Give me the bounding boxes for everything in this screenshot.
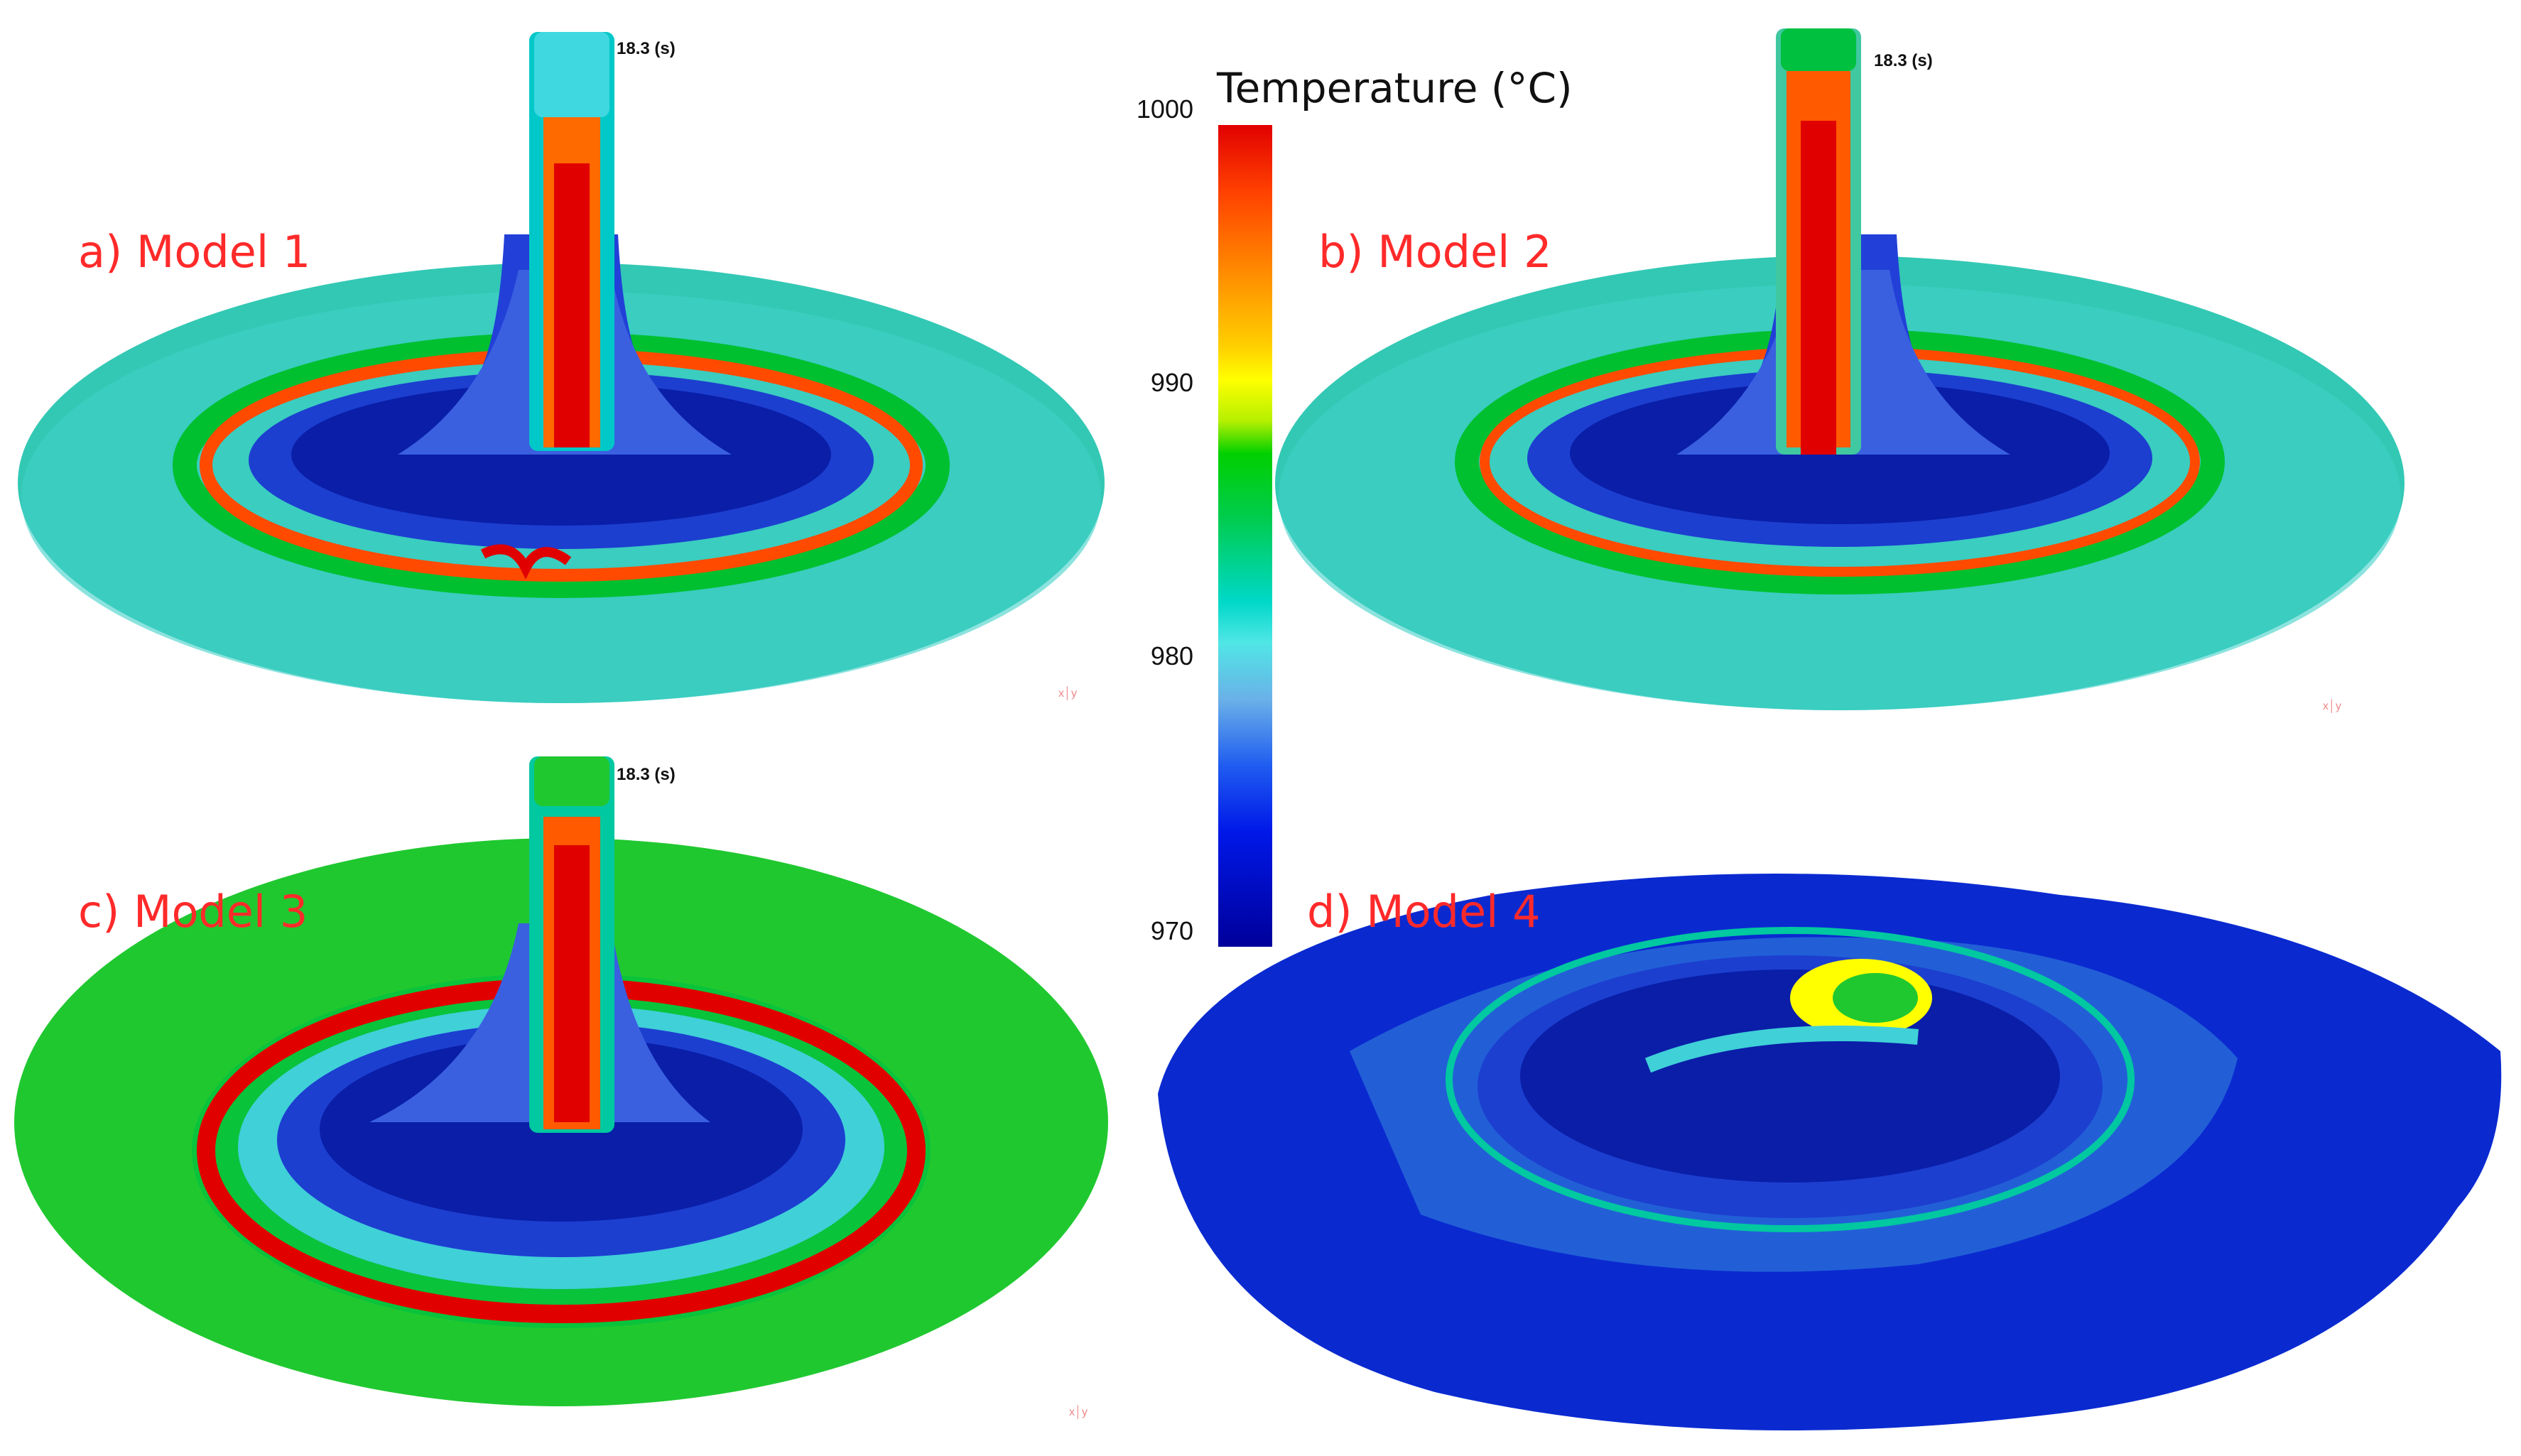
panel-c-label: c) Model 3 [78, 886, 308, 938]
panel-d: d) Model 4 [1137, 753, 2521, 1456]
panel-c: c) Model 3 18.3 (s) x│y [0, 753, 1137, 1456]
panel-b-render [1275, 28, 2405, 710]
panel-a: a) Model 1 18.3 (s) x│y [0, 0, 1137, 753]
panel-a-time: 18.3 (s) [617, 39, 676, 58]
colorbar-tick: 980 [1150, 641, 1193, 670]
axis-triad-icon: x│y [2323, 700, 2341, 712]
panel-a-label: a) Model 1 [78, 226, 311, 278]
axis-triad-icon: x│y [1069, 1406, 1088, 1418]
panel-b-label: b) Model 2 [1318, 226, 1552, 278]
panel-d-render [1158, 874, 2502, 1430]
panel-b-time: 18.3 (s) [1874, 51, 1933, 70]
legend-title: Temperature (°C) [1217, 64, 1573, 112]
colorbar [1218, 125, 1272, 947]
colorbar-tick: 1000 [1136, 94, 1193, 124]
panel-d-label: d) Model 4 [1307, 886, 1541, 938]
panel-b: b) Model 2 18.3 (s) x│y [1272, 0, 2521, 753]
panel-c-time: 18.3 (s) [617, 765, 676, 784]
panel-a-render [18, 32, 1105, 703]
colorbar-tick: 970 [1150, 916, 1193, 945]
colorbar-tick: 990 [1150, 368, 1193, 397]
axis-triad-icon: x│y [1058, 688, 1077, 700]
panel-c-render [14, 756, 1108, 1406]
